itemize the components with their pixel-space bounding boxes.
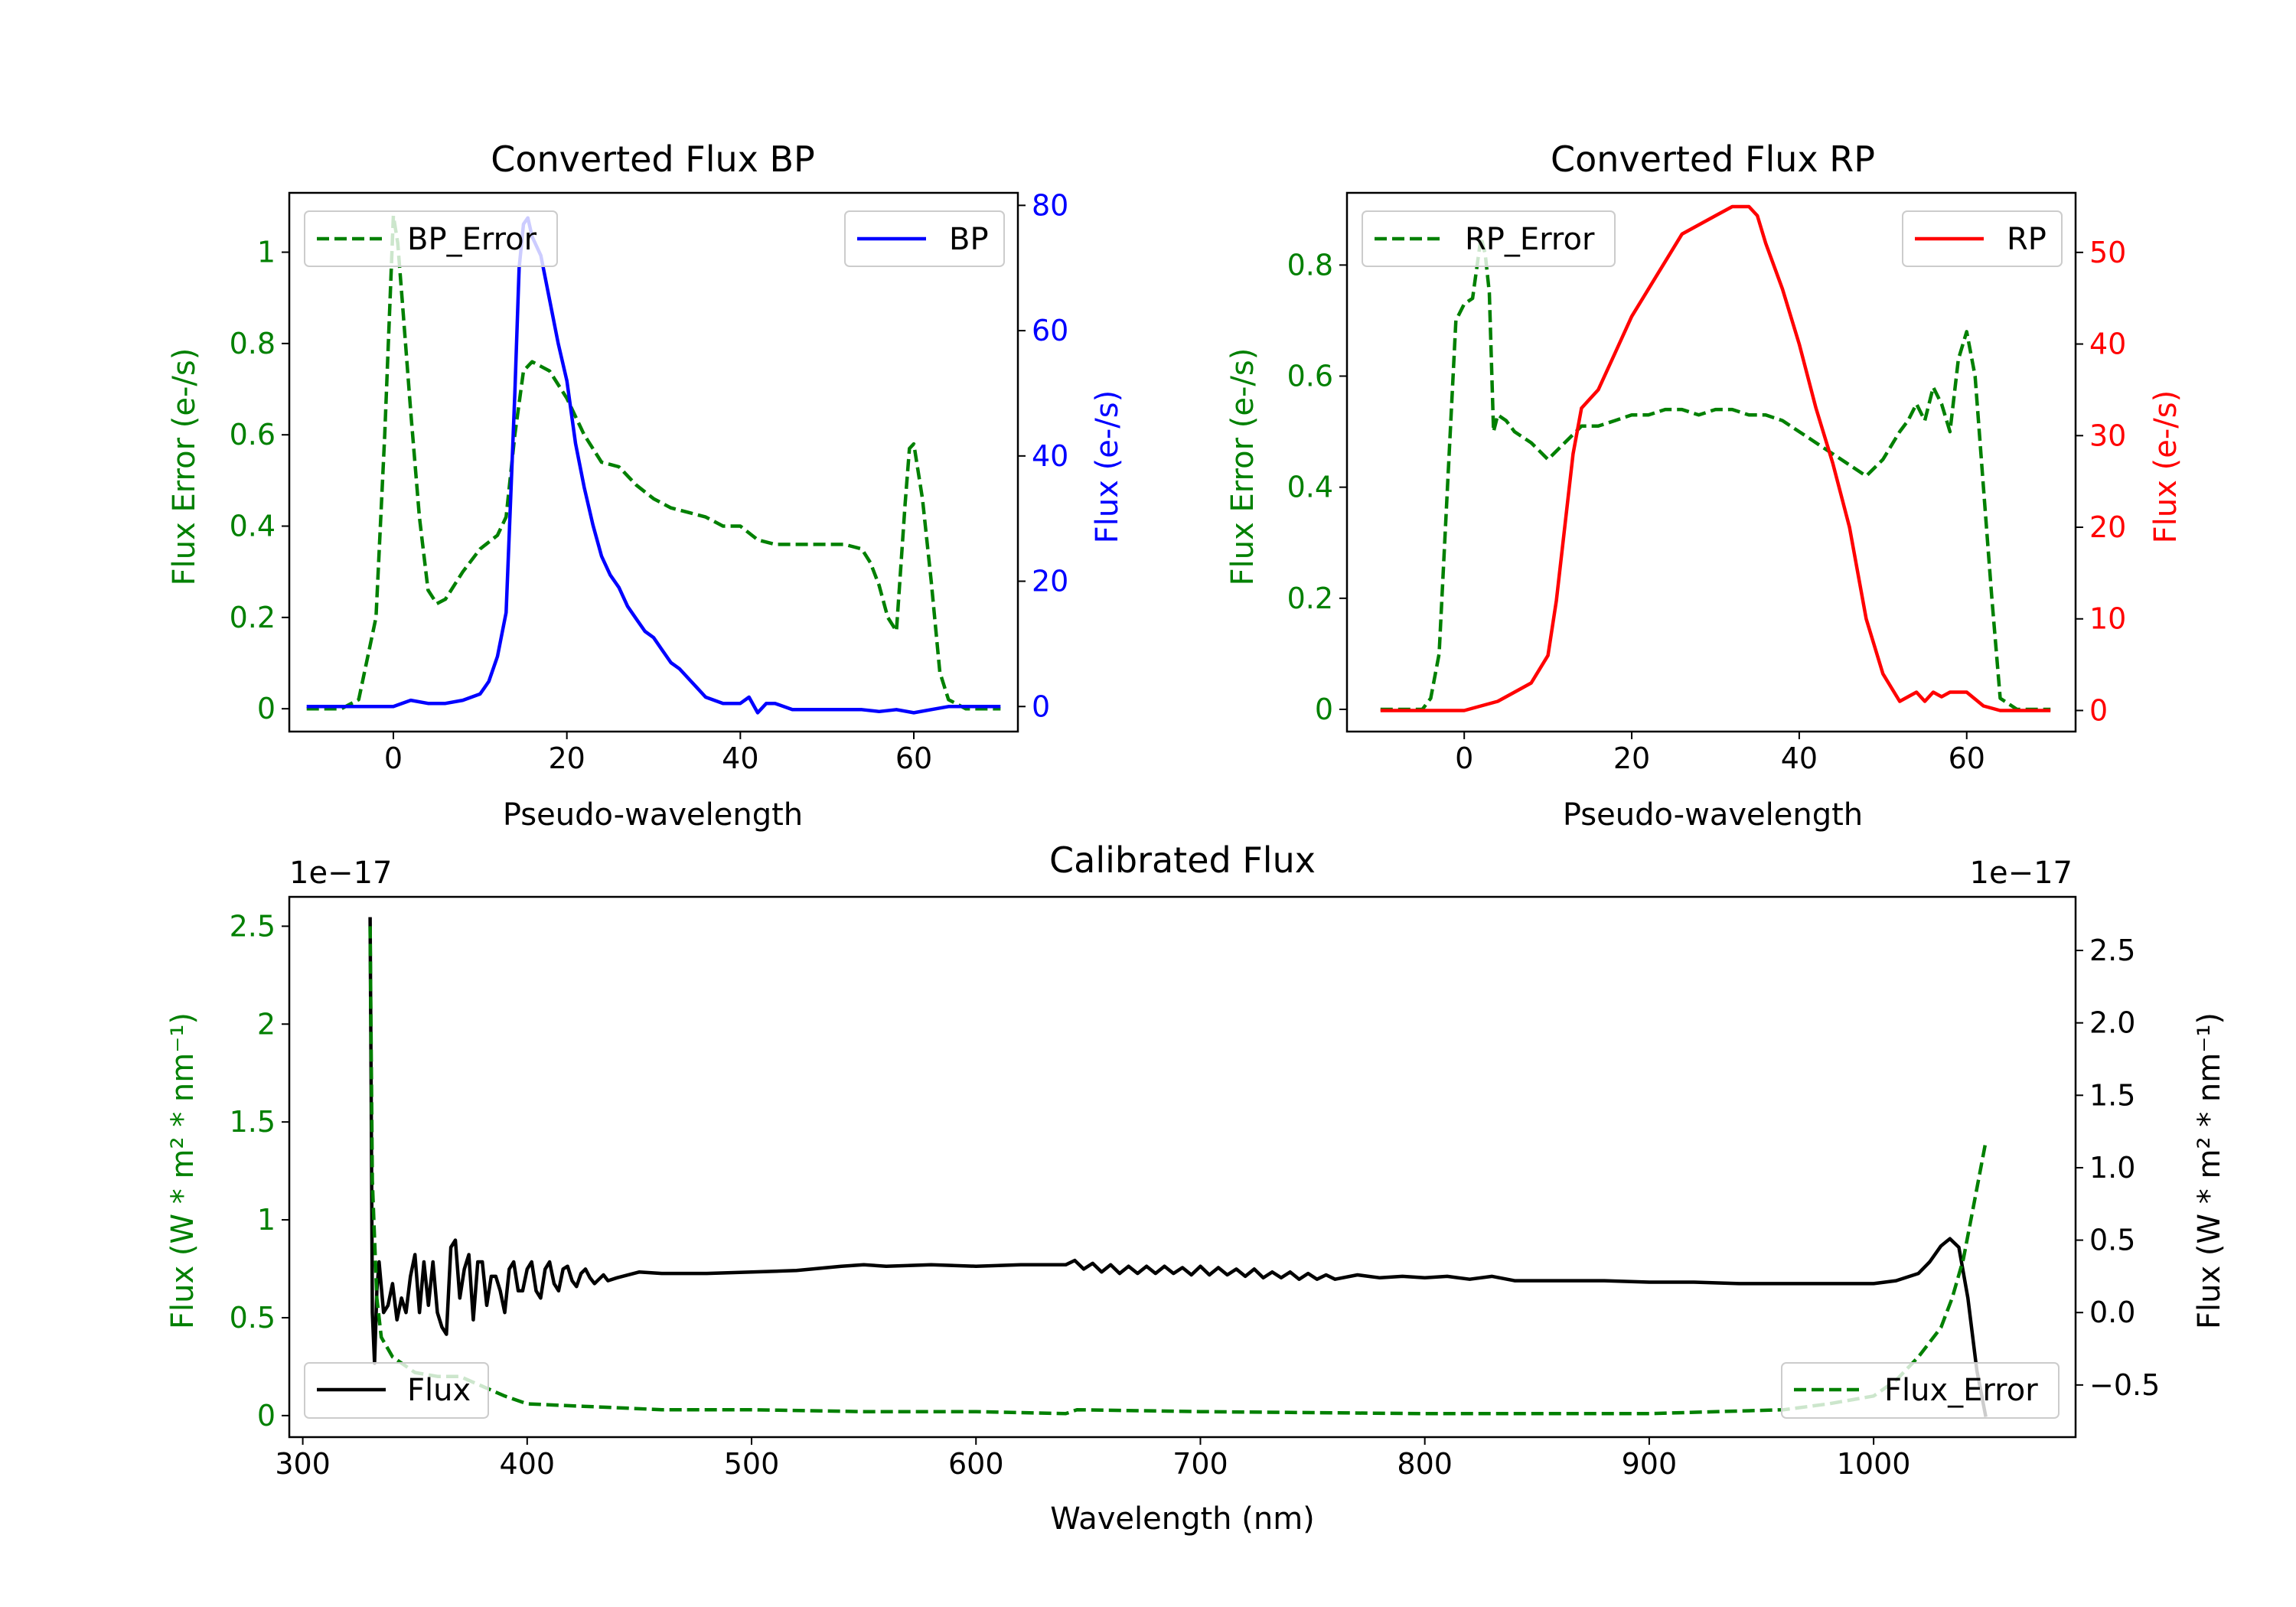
rp-xtick-label: 20 (1613, 742, 1650, 775)
bp-series-bp-error (306, 214, 1001, 711)
bp-xtick-label: 40 (722, 742, 758, 775)
cal-ylabel-left: Flux (W * m² * nm⁻¹) (165, 1012, 201, 1329)
bp-legend-flux: BP (844, 210, 1005, 267)
cal-ytick-left-label: 2.5 (230, 909, 276, 943)
bp-ylabel-left: Flux Error (e-/s) (167, 348, 202, 586)
rp-series-rp (1380, 204, 2051, 712)
bp-ytick-left-label: 1 (257, 236, 276, 269)
bp-legend-error-box (304, 210, 558, 267)
rp-ytick-right-label: 0 (2089, 693, 2108, 727)
bp-legend-error-label: BP_Error (407, 222, 537, 257)
cal-ytick-left-label: 0.5 (230, 1301, 276, 1335)
cal-ytick-left-label: 1 (257, 1203, 276, 1237)
cal-ytick-left-label: 0 (257, 1399, 276, 1433)
cal-series-flux (368, 917, 1988, 1417)
bp-ytick-left-label: 0.4 (230, 510, 276, 543)
rp-plot-area: 0 20 40 60 0 0.2 0.4 0.6 0.8 0 10 20 30 40 50 (1287, 191, 2126, 775)
cal-xtick-label: 600 (948, 1447, 1004, 1481)
cal-xtick-label: 400 (500, 1447, 556, 1481)
rp-ytick-left-label: 0.4 (1287, 471, 1333, 504)
rp-xtick-label: 0 (1455, 742, 1473, 775)
bp-ytick-left-label: 0.2 (230, 601, 276, 634)
bp-ytick-right-label: 20 (1032, 565, 1068, 598)
cal-title: Calibrated Flux (1049, 839, 1316, 881)
cal-xlabel: Wavelength (nm) (1050, 1501, 1315, 1537)
rp-ytick-right-label: 30 (2089, 419, 2126, 452)
calibrated-plot-area: 300 400 500 600 700 800 900 1000 0 0.5 1 1.5 2 2.5 −0.… (230, 895, 2160, 1481)
bp-legend-flux-label: BP (949, 222, 989, 257)
cal-xtick-label: 500 (724, 1447, 780, 1481)
cal-ytick-right-label: 2.0 (2089, 1006, 2135, 1040)
bp-ytick-right-label: 60 (1032, 314, 1068, 347)
cal-ytick-left-label: 2 (257, 1007, 276, 1041)
bp-xtick-label: 0 (384, 742, 403, 775)
rp-ylabel-left: Flux Error (e-/s) (1225, 348, 1261, 586)
bp-panel: Converted Flux BP 0 20 40 6000.20.40.60.810… (167, 139, 1125, 833)
rp-ytick-left-label: 0 (1315, 693, 1333, 726)
rp-series-rp-error (1380, 235, 2051, 712)
bp-ytick-left-label: 0.6 (230, 418, 276, 451)
cal-legend-error-label: Flux_Error (1884, 1373, 2038, 1408)
bp-ytick-right-label: 80 (1032, 188, 1068, 222)
cal-xtick-label: 700 (1172, 1447, 1228, 1481)
bp-frame (288, 191, 1019, 733)
cal-ytick-right-label: −0.5 (2089, 1368, 2160, 1402)
rp-legend-flux-label: RP (2007, 222, 2047, 257)
cal-ytick-right-label: 0.0 (2089, 1296, 2135, 1329)
rp-xlabel: Pseudo-wavelength (1563, 797, 1863, 833)
cal-legend-flux: Flux (304, 1362, 489, 1419)
bp-legend-error: BP_Error (304, 210, 558, 267)
rp-xtick-label: 60 (1949, 742, 1985, 775)
bp-ytick-left-label: 0.8 (230, 327, 276, 360)
cal-frame (288, 895, 2077, 1439)
bp-ytick-right-label: 40 (1032, 439, 1068, 473)
cal-series-flux-error (368, 926, 1988, 1416)
bp-xtick-label: 20 (548, 742, 585, 775)
bp-ytick-left-label: 0 (257, 692, 276, 725)
rp-xtick-label: 40 (1781, 742, 1818, 775)
cal-ytick-left-label: 1.5 (230, 1105, 276, 1139)
rp-ytick-left-label: 0.8 (1287, 248, 1333, 282)
bp-plot-area: 0 20 40 60 0 0.2 0.4 0.6 0.8 1 0 20 40 60 80 (230, 188, 1069, 775)
rp-legend-error: RP_Error (1362, 210, 1616, 267)
cal-legend-flux-box (304, 1362, 489, 1419)
bp-ylabel-right: Flux (e-/s) (1090, 390, 1125, 543)
cal-offset-right: 1e−17 (1970, 856, 2073, 891)
bp-ytick-right-label: 0 (1032, 689, 1050, 723)
bp-xlabel: Pseudo-wavelength (503, 797, 803, 833)
cal-xtick-label: 900 (1622, 1447, 1678, 1481)
cal-xtick-label: 300 (275, 1447, 331, 1481)
bp-xtick-label: 60 (895, 742, 932, 775)
cal-ytick-right-label: 2.5 (2089, 934, 2135, 967)
cal-ytick-right-label: 0.5 (2089, 1224, 2135, 1257)
rp-ytick-right-label: 10 (2089, 602, 2126, 636)
rp-ytick-right-label: 20 (2089, 510, 2126, 544)
rp-ylabel-right: Flux (e-/s) (2148, 390, 2183, 543)
cal-xtick-label: 1000 (1837, 1447, 1911, 1481)
rp-panel: Converted Flux RP 0 20 40 60 0 0.2 0.4 0.6 0.8 0 1… (1225, 139, 2183, 833)
cal-legend-error-box (1781, 1362, 2060, 1419)
rp-legend-error-box (1362, 210, 1616, 267)
rp-ytick-left-label: 0.6 (1287, 360, 1333, 393)
rp-ytick-right-label: 50 (2089, 236, 2126, 269)
rp-legend-error-label: RP_Error (1465, 222, 1595, 257)
rp-ytick-right-label: 40 (2089, 328, 2126, 361)
cal-offset-left: 1e−17 (289, 856, 392, 891)
rp-frame (1345, 191, 2077, 733)
rp-legend-flux: RP (1902, 210, 2063, 267)
bp-title: Converted Flux BP (491, 139, 815, 180)
rp-title: Converted Flux RP (1551, 139, 1875, 180)
cal-xtick-label: 800 (1397, 1447, 1453, 1481)
cal-ytick-right-label: 1.0 (2089, 1151, 2135, 1185)
calibrated-panel: Calibrated Flux 1e−17 1e−17 300 400 500 600… (165, 839, 2227, 1537)
rp-ytick-left-label: 0.2 (1287, 582, 1333, 615)
cal-legend-flux-label: Flux (407, 1373, 471, 1408)
bp-series-bp (306, 216, 1001, 715)
cal-ylabel-right: Flux (W * m² * nm⁻¹) (2192, 1012, 2227, 1329)
cal-ytick-right-label: 1.5 (2089, 1078, 2135, 1112)
cal-legend-error: Flux_Error (1781, 1362, 2060, 1419)
